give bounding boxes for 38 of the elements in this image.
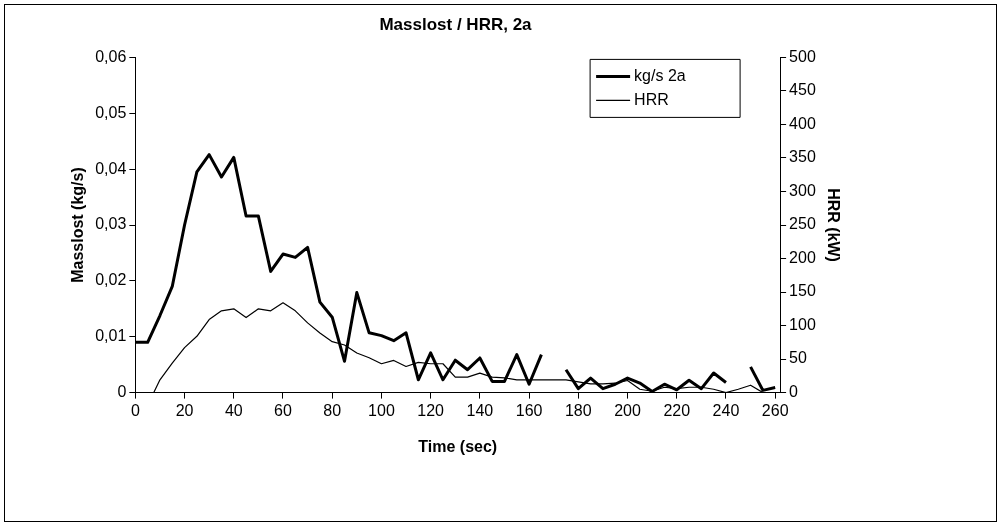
y-tick-label: 0,02 (95, 271, 127, 289)
x-tick-label: 0 (130, 401, 140, 419)
x-tick-label: 220 (663, 401, 691, 419)
x-tick-label: 260 (761, 401, 789, 419)
y-tick-label: 0,01 (95, 327, 127, 345)
y2-tick-label: 400 (789, 114, 816, 132)
legend-label: kg/s 2a (634, 66, 686, 84)
x-tick-label: 20 (175, 401, 194, 419)
y2-tick-label: 500 (789, 47, 816, 65)
chart-title: Masslost / HRR, 2a (379, 14, 533, 34)
y2-tick-label: 250 (789, 215, 816, 233)
x-tick-label: 60 (274, 401, 292, 419)
y-axis-title: Masslost (kg/s) (69, 167, 87, 283)
y2-tick-label: 50 (789, 349, 807, 367)
x-tick-label: 80 (323, 401, 342, 419)
x-tick-label: 160 (515, 401, 543, 419)
y2-tick-label: 450 (789, 81, 816, 99)
y-tick-label: 0,05 (95, 103, 127, 121)
x-tick-label: 180 (564, 401, 592, 419)
y2-tick-label: 200 (789, 248, 816, 266)
x-tick-label: 240 (712, 401, 740, 419)
x-tick-label: 40 (224, 401, 243, 419)
y2-axis-title: HRR (kW) (824, 188, 842, 262)
y2-tick-label: 100 (789, 315, 816, 333)
y-tick-label: 0 (117, 383, 127, 401)
y-tick-label: 0,04 (95, 159, 127, 177)
y-tick-label: 0,03 (95, 215, 127, 233)
x-axis-title: Time (sec) (418, 437, 498, 455)
x-tick-label: 120 (417, 401, 445, 419)
y2-tick-label: 300 (789, 181, 816, 199)
y2-tick-label: 0 (789, 383, 799, 401)
y-tick-label: 0,06 (95, 47, 127, 65)
legend-label: HRR (634, 90, 669, 108)
x-tick-label: 200 (614, 401, 641, 419)
y2-tick-label: 350 (789, 148, 816, 166)
y2-tick-label: 150 (789, 282, 816, 300)
x-tick-label: 100 (368, 401, 395, 419)
x-tick-label: 140 (466, 401, 494, 419)
